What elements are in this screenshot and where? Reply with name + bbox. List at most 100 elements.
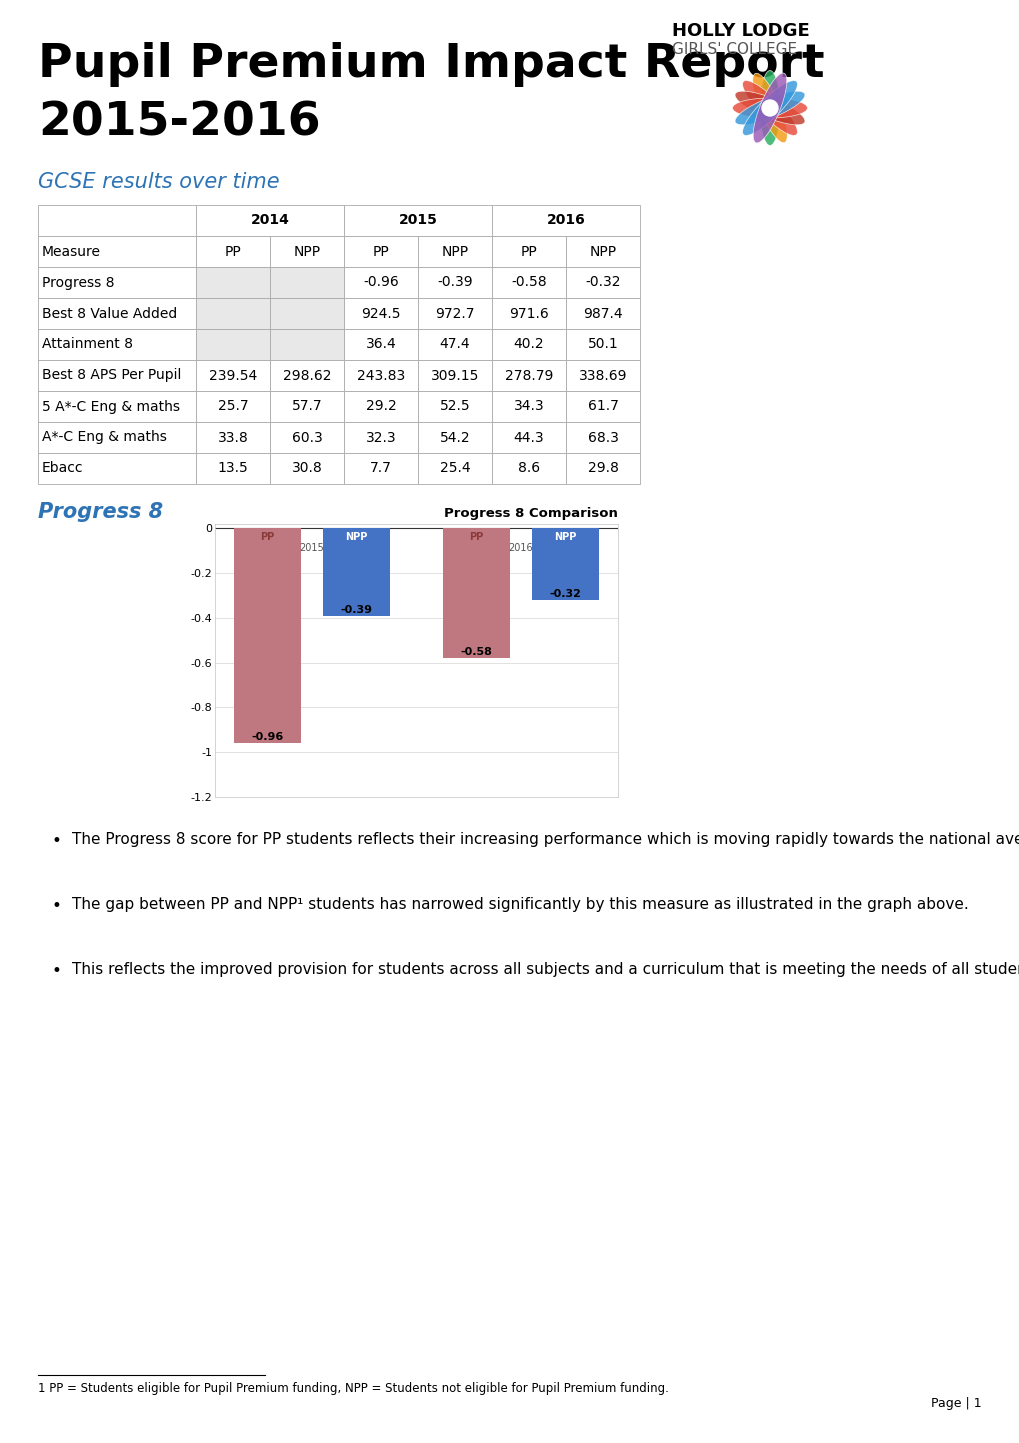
Text: 32.3: 32.3 xyxy=(366,430,396,444)
Text: 50.1: 50.1 xyxy=(587,338,618,352)
FancyBboxPatch shape xyxy=(38,267,196,299)
Text: -0.58: -0.58 xyxy=(460,646,491,657)
Bar xyxy=(442,528,510,658)
Text: 8.6: 8.6 xyxy=(518,462,539,476)
Text: 68.3: 68.3 xyxy=(587,430,618,444)
Text: NPP: NPP xyxy=(554,532,577,541)
Text: 36.4: 36.4 xyxy=(365,338,396,352)
Text: 298.62: 298.62 xyxy=(282,368,331,382)
FancyBboxPatch shape xyxy=(38,359,196,391)
FancyBboxPatch shape xyxy=(38,329,196,359)
Text: 338.69: 338.69 xyxy=(578,368,627,382)
Text: -0.58: -0.58 xyxy=(511,276,546,290)
FancyBboxPatch shape xyxy=(343,421,418,453)
Ellipse shape xyxy=(752,74,787,143)
Text: PP: PP xyxy=(260,532,274,541)
Text: 29.8: 29.8 xyxy=(587,462,618,476)
Text: 1 PP = Students eligible for Pupil Premium funding, NPP = Students not eligible : 1 PP = Students eligible for Pupil Premi… xyxy=(38,1382,668,1395)
Text: -0.39: -0.39 xyxy=(340,605,372,615)
FancyBboxPatch shape xyxy=(270,453,343,483)
FancyBboxPatch shape xyxy=(566,329,639,359)
FancyBboxPatch shape xyxy=(418,329,491,359)
Text: 29.2: 29.2 xyxy=(365,400,396,414)
Text: 57.7: 57.7 xyxy=(291,400,322,414)
FancyBboxPatch shape xyxy=(270,421,343,453)
FancyBboxPatch shape xyxy=(491,267,566,299)
FancyBboxPatch shape xyxy=(38,299,196,329)
FancyBboxPatch shape xyxy=(418,359,491,391)
Text: 47.4: 47.4 xyxy=(439,338,470,352)
FancyBboxPatch shape xyxy=(491,359,566,391)
Ellipse shape xyxy=(735,91,804,126)
FancyBboxPatch shape xyxy=(196,359,270,391)
Text: PP: PP xyxy=(224,244,242,258)
FancyBboxPatch shape xyxy=(270,267,343,299)
Text: 60.3: 60.3 xyxy=(291,430,322,444)
Text: 278.79: 278.79 xyxy=(504,368,552,382)
Text: -0.32: -0.32 xyxy=(585,276,621,290)
Bar xyxy=(532,528,599,600)
Text: •: • xyxy=(52,833,62,850)
Text: PP: PP xyxy=(520,244,537,258)
Text: -0.39: -0.39 xyxy=(437,276,473,290)
FancyBboxPatch shape xyxy=(196,453,270,483)
Bar xyxy=(323,528,390,616)
Circle shape xyxy=(761,100,777,115)
FancyBboxPatch shape xyxy=(196,205,343,237)
FancyBboxPatch shape xyxy=(566,267,639,299)
FancyBboxPatch shape xyxy=(343,391,418,421)
FancyBboxPatch shape xyxy=(343,205,491,237)
Text: HOLLY LODGE: HOLLY LODGE xyxy=(672,22,809,40)
Bar xyxy=(233,528,301,743)
Text: -0.96: -0.96 xyxy=(363,276,398,290)
Text: 2015-2016: 2015-2016 xyxy=(38,100,320,144)
FancyBboxPatch shape xyxy=(270,237,343,267)
Text: PP: PP xyxy=(469,532,483,541)
FancyBboxPatch shape xyxy=(38,237,196,267)
Ellipse shape xyxy=(735,91,804,126)
Text: 243.83: 243.83 xyxy=(357,368,405,382)
Text: Progress 8 Comparison: Progress 8 Comparison xyxy=(443,506,618,519)
Text: Ebacc: Ebacc xyxy=(42,462,84,476)
FancyBboxPatch shape xyxy=(418,391,491,421)
Text: GCSE results over time: GCSE results over time xyxy=(38,172,279,192)
FancyBboxPatch shape xyxy=(270,391,343,421)
Text: 2014: 2014 xyxy=(251,214,289,228)
Text: NPP: NPP xyxy=(293,244,320,258)
Text: -0.96: -0.96 xyxy=(251,732,283,742)
FancyBboxPatch shape xyxy=(343,359,418,391)
FancyBboxPatch shape xyxy=(418,299,491,329)
FancyBboxPatch shape xyxy=(418,267,491,299)
Text: Attainment 8: Attainment 8 xyxy=(42,338,132,352)
FancyBboxPatch shape xyxy=(491,205,639,237)
FancyBboxPatch shape xyxy=(38,453,196,483)
FancyBboxPatch shape xyxy=(343,453,418,483)
FancyBboxPatch shape xyxy=(196,329,270,359)
Text: Progress 8: Progress 8 xyxy=(42,276,114,290)
Text: 309.15: 309.15 xyxy=(430,368,479,382)
Text: Page | 1: Page | 1 xyxy=(930,1397,981,1410)
FancyBboxPatch shape xyxy=(38,205,196,237)
Text: 30.8: 30.8 xyxy=(291,462,322,476)
Text: 52.5: 52.5 xyxy=(439,400,470,414)
FancyBboxPatch shape xyxy=(196,299,270,329)
FancyBboxPatch shape xyxy=(196,391,270,421)
Text: NPP: NPP xyxy=(345,532,368,541)
FancyBboxPatch shape xyxy=(418,421,491,453)
FancyBboxPatch shape xyxy=(270,359,343,391)
FancyBboxPatch shape xyxy=(343,329,418,359)
Text: 13.5: 13.5 xyxy=(217,462,249,476)
FancyBboxPatch shape xyxy=(418,237,491,267)
FancyBboxPatch shape xyxy=(566,421,639,453)
Text: 61.7: 61.7 xyxy=(587,400,618,414)
Text: 40.2: 40.2 xyxy=(514,338,544,352)
FancyBboxPatch shape xyxy=(343,267,418,299)
Text: 971.6: 971.6 xyxy=(508,306,548,320)
Text: 34.3: 34.3 xyxy=(514,400,544,414)
FancyBboxPatch shape xyxy=(566,237,639,267)
Text: 239.54: 239.54 xyxy=(209,368,257,382)
Text: GIRLS' COLLEGE: GIRLS' COLLEGE xyxy=(672,42,796,58)
Text: The Progress 8 score for PP students reflects their increasing performance which: The Progress 8 score for PP students ref… xyxy=(72,833,1019,847)
Text: 25.4: 25.4 xyxy=(439,462,470,476)
FancyBboxPatch shape xyxy=(566,391,639,421)
